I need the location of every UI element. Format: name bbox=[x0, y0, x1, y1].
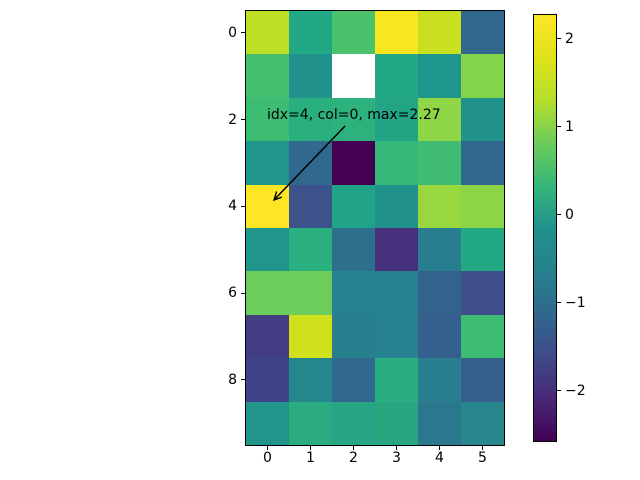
x-tick-mark bbox=[353, 446, 354, 450]
annotation-label: idx=4, col=0, max=2.27 bbox=[267, 107, 441, 123]
colorbar-tick-mark bbox=[557, 390, 561, 392]
heatmap-cell bbox=[289, 11, 332, 55]
heatmap-cell bbox=[332, 11, 375, 55]
x-tick-mark bbox=[482, 446, 483, 450]
heatmap-cell bbox=[289, 184, 332, 228]
x-tick-label: 1 bbox=[306, 450, 315, 466]
heatmap-cell bbox=[461, 314, 504, 359]
colorbar-tick-label: 0 bbox=[565, 206, 574, 223]
heatmap-cell bbox=[461, 358, 504, 402]
heatmap-cell bbox=[246, 271, 289, 315]
heatmap-cell bbox=[461, 228, 504, 272]
heatmap-cell bbox=[246, 11, 289, 55]
colorbar-tick-mark bbox=[557, 302, 561, 304]
heatmap-cell bbox=[418, 97, 461, 142]
heatmap-cell bbox=[418, 184, 461, 228]
y-tick-label: 4 bbox=[228, 198, 237, 215]
x-tick-mark bbox=[310, 446, 311, 450]
heatmap-cell bbox=[461, 97, 504, 142]
heatmap-cell bbox=[332, 358, 375, 402]
heatmap-cell bbox=[418, 141, 461, 185]
heatmap-cell bbox=[289, 271, 332, 315]
heatmap-cell bbox=[246, 401, 289, 445]
heatmap-cell bbox=[332, 271, 375, 315]
y-tick-mark bbox=[241, 205, 245, 207]
heatmap-cell bbox=[375, 97, 418, 142]
y-tick-mark bbox=[241, 32, 245, 34]
heatmap-cell bbox=[332, 228, 375, 272]
y-tick-mark bbox=[241, 292, 245, 294]
heatmap-cell bbox=[461, 11, 504, 55]
heatmap-cell bbox=[332, 401, 375, 445]
heatmap-cell bbox=[246, 54, 289, 98]
y-tick-label: 0 bbox=[228, 24, 237, 41]
heatmap-cell bbox=[246, 358, 289, 402]
colorbar-tick-mark bbox=[557, 126, 561, 128]
heatmap-cell bbox=[375, 401, 418, 445]
y-tick-label: 6 bbox=[228, 285, 237, 302]
x-tick-label: 3 bbox=[392, 450, 401, 466]
heatmap-cell bbox=[461, 184, 504, 228]
heatmap-cell bbox=[289, 141, 332, 185]
heatmap-cell bbox=[246, 314, 289, 359]
heatmap-cell bbox=[332, 314, 375, 359]
heatmap-cell bbox=[418, 314, 461, 359]
heatmap-cell bbox=[461, 54, 504, 98]
heatmap-cell bbox=[375, 358, 418, 402]
x-tick-label: 2 bbox=[349, 450, 358, 466]
x-tick-label: 5 bbox=[478, 450, 487, 466]
heatmap-cell bbox=[375, 228, 418, 272]
heatmap-cell bbox=[418, 228, 461, 272]
x-tick-mark bbox=[267, 446, 268, 450]
colorbar-tick-mark bbox=[557, 38, 561, 40]
heatmap-cell bbox=[332, 54, 375, 98]
colorbar-tick-label: −1 bbox=[565, 294, 586, 311]
heatmap-cell bbox=[418, 11, 461, 55]
heatmap-cell bbox=[461, 141, 504, 185]
y-tick-mark bbox=[241, 379, 245, 381]
colorbar-tick-mark bbox=[557, 214, 561, 216]
heatmap-cell bbox=[246, 228, 289, 272]
colorbar-tick-label: 2 bbox=[565, 30, 574, 47]
x-tick-label: 0 bbox=[263, 450, 272, 466]
x-tick-mark bbox=[439, 446, 440, 450]
heatmap-cell bbox=[418, 401, 461, 445]
heatmap-cell bbox=[375, 11, 418, 55]
y-tick-mark bbox=[241, 119, 245, 120]
heatmap-cell bbox=[289, 54, 332, 98]
heatmap-cell bbox=[375, 314, 418, 359]
heatmap-cell bbox=[289, 358, 332, 402]
heatmap-cell bbox=[332, 184, 375, 228]
heatmap-plot-area bbox=[245, 10, 505, 446]
heatmap-cell bbox=[375, 184, 418, 228]
y-tick-label: 2 bbox=[228, 111, 237, 128]
y-tick-label: 8 bbox=[228, 371, 237, 388]
heatmap-cell bbox=[246, 141, 289, 185]
heatmap-cell bbox=[461, 401, 504, 445]
heatmap-cell bbox=[418, 54, 461, 98]
heatmap-grid bbox=[246, 11, 504, 445]
heatmap-cell bbox=[332, 141, 375, 185]
x-tick-label: 4 bbox=[435, 450, 444, 466]
heatmap-cell bbox=[418, 271, 461, 315]
heatmap-cell bbox=[375, 271, 418, 315]
heatmap-cell bbox=[461, 271, 504, 315]
heatmap-cell bbox=[375, 54, 418, 98]
heatmap-cell bbox=[246, 184, 289, 228]
heatmap-cell bbox=[375, 141, 418, 185]
heatmap-cell bbox=[289, 314, 332, 359]
heatmap-cell bbox=[418, 358, 461, 402]
x-tick-mark bbox=[396, 446, 397, 450]
colorbar-tick-label: 1 bbox=[565, 118, 574, 135]
colorbar-tick-label: −2 bbox=[565, 382, 586, 399]
colorbar bbox=[533, 14, 557, 442]
heatmap-cell bbox=[289, 228, 332, 272]
heatmap-cell bbox=[289, 401, 332, 445]
